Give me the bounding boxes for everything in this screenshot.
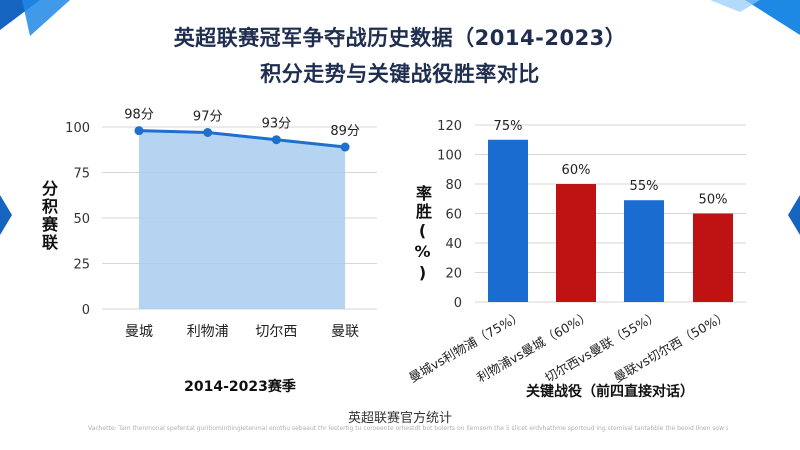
left-y-tick-label: 50 [73,212,90,227]
bar [488,139,528,302]
left-y-tick-label: 100 [65,121,90,136]
left-x-tick-label: 曼城 [125,324,153,340]
bar-data-label: 75% [494,119,523,134]
right-y-tick-label: 20 [445,267,462,282]
bar-data-label: 60% [562,163,591,178]
chart-title-line1: 英超联赛冠军争夺战历史数据（2014-2023） [173,26,627,50]
data-label: 89分 [330,124,360,139]
corner-decoration-right [788,195,800,235]
right-x-tick-label: 切尔西vs曼联（55%） [542,308,661,386]
right-y-tick-label: 100 [437,149,462,164]
right-x-axis-title: 关键战役（前四直接对话） [526,384,694,400]
left-x-axis-title: 2014-2023赛季 [184,379,296,395]
left-y-tick-label: 75 [73,167,90,182]
area-line [138,129,346,149]
right-bar-chart: 0 20 40 60 80 100 120 75% 曼城vs利物浦（75%） 60% 利物浦vs曼城… [406,119,746,386]
right-y-tick-label: 60 [445,208,462,223]
data-point [340,142,350,152]
fineprint-text: Vachette: Tam thenmonal spefental guriti… [88,425,728,432]
bar [624,200,664,302]
data-point [271,135,281,145]
left-x-tick-label: 利物浦 [187,324,229,340]
corner-decoration-top-left [0,0,70,36]
right-y-tick-label: 80 [445,178,462,193]
right-y-axis-title: 率胜(%) [413,185,432,284]
footer-source: 英超联赛官方统计 [347,411,452,426]
corner-decoration-top-right [710,0,800,35]
data-label: 93分 [262,117,292,132]
data-point [134,126,144,136]
area-fill [139,130,346,309]
right-y-tick-label: 0 [454,296,462,311]
left-x-tick-label: 切尔西 [255,324,297,340]
corner-decoration-left [0,195,12,235]
right-x-tick-label: 曼城vs利物浦（75%） [406,308,525,386]
data-label: 98分 [124,108,154,123]
right-x-tick-label: 曼联vs切尔西（50%） [611,308,730,386]
bar [693,213,733,302]
right-y-tick-label: 120 [437,119,462,134]
bar-data-label: 50% [699,193,728,208]
data-label: 97分 [193,109,223,124]
left-y-axis-title: 分积赛联 [39,180,58,252]
right-x-tick-label: 利物浦vs曼城（60%） [474,308,593,386]
left-y-tick-label: 0 [82,303,90,318]
chart-title-line2: 积分走势与关键战役胜率对比 [260,62,540,86]
data-point [203,127,213,137]
left-x-tick-label: 曼联 [331,324,359,340]
left-y-tick-label: 25 [73,258,90,273]
right-y-tick-label: 40 [445,237,462,252]
bar-data-label: 55% [630,179,659,194]
bar [556,184,596,302]
